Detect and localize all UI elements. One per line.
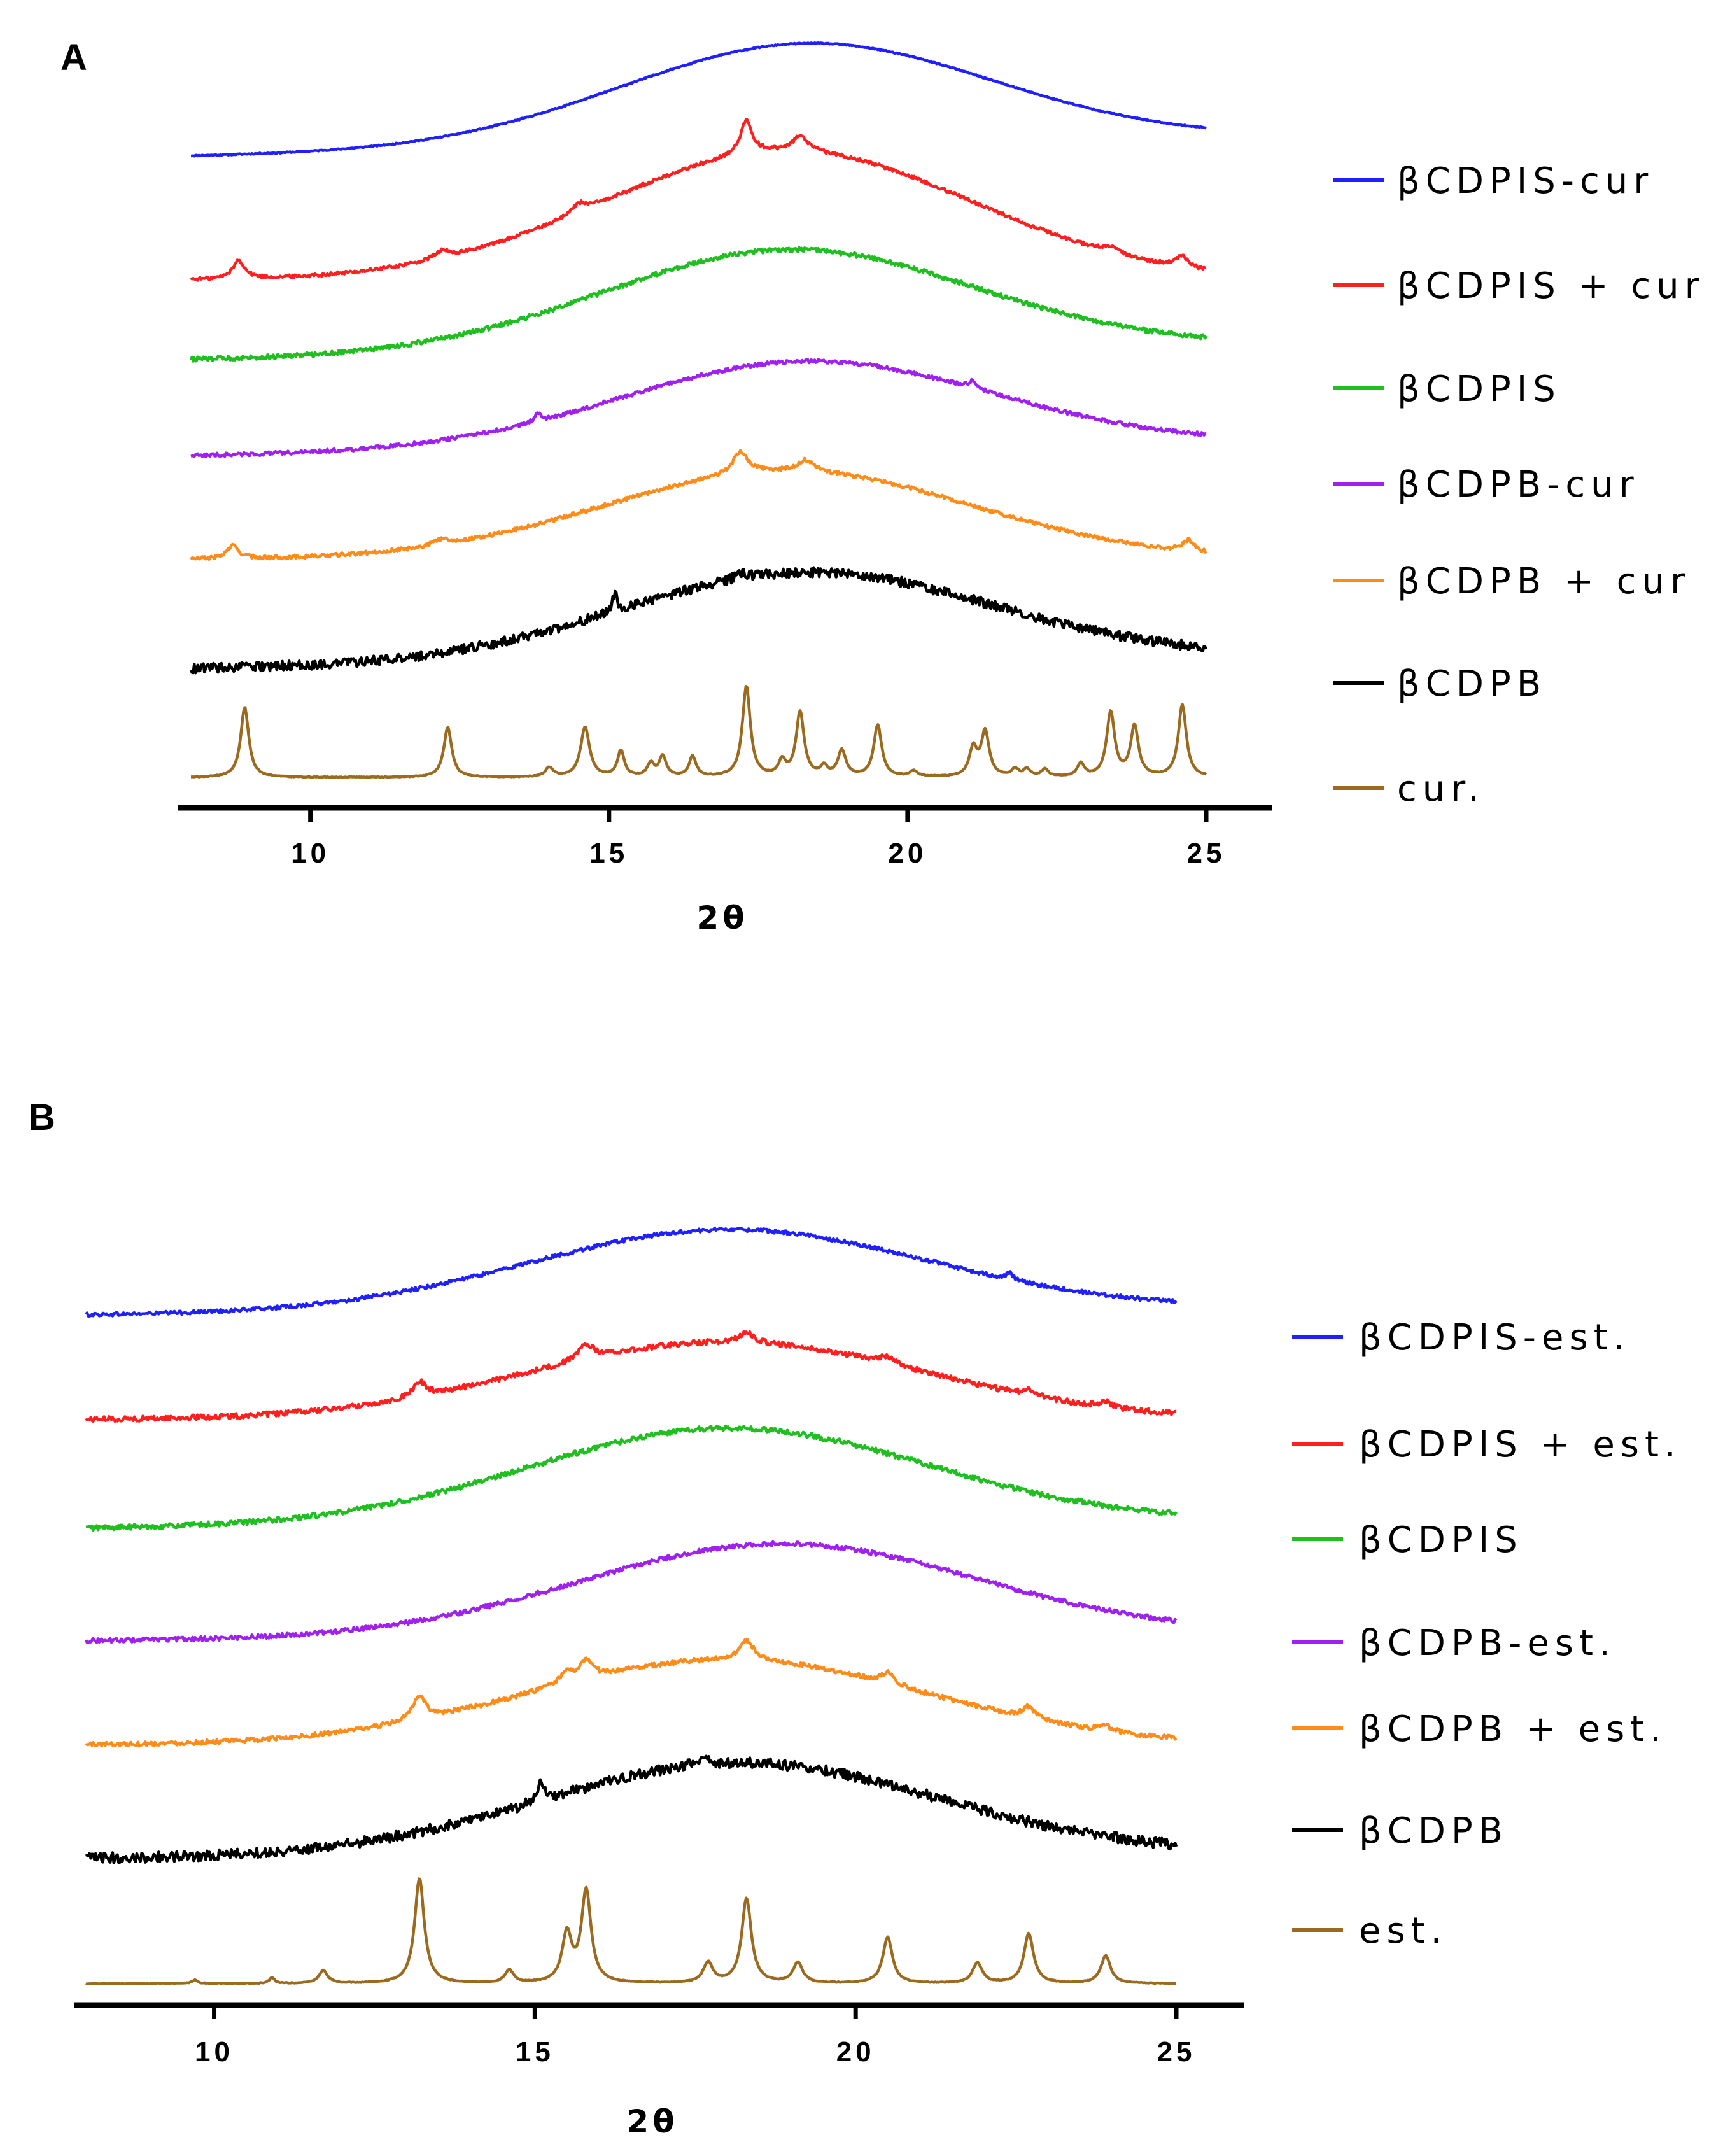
series-line-a-4: [190, 449, 1207, 561]
legend-label: βCDPIS-est.: [1359, 1317, 1630, 1358]
legend-entry: βCDPB: [1333, 663, 1547, 705]
legend-label: βCDPIS: [1359, 1519, 1523, 1561]
series-line-a-0: [190, 41, 1207, 158]
legend-entry: βCDPIS-cur: [1333, 160, 1654, 202]
series-line-b-0: [85, 1226, 1178, 1318]
legend-label: βCDPB: [1359, 1810, 1509, 1852]
x-tick-label: 15: [516, 2036, 554, 2068]
series-line-b-5: [85, 1754, 1178, 1864]
x-tick-label: 10: [291, 838, 330, 869]
legend-entry: βCDPIS + est.: [1292, 1424, 1682, 1465]
panel-b-traces: [84, 1226, 1178, 1985]
x-tick-label: 25: [1187, 838, 1226, 869]
legend-entry: βCDPB-cur: [1333, 464, 1640, 505]
series-line-b-1: [85, 1330, 1177, 1423]
series-line-b-6: [85, 1877, 1177, 1985]
legend-entry: βCDPIS + cur: [1333, 265, 1705, 307]
legend-label: est.: [1359, 1910, 1447, 1952]
legend-entry: βCDPB: [1292, 1810, 1509, 1852]
legend-label: βCDPB-est.: [1359, 1623, 1616, 1664]
legend-entry: βCDPIS-est.: [1292, 1317, 1630, 1358]
legend-label: βCDPIS + cur: [1397, 265, 1705, 307]
panel-a-legend: βCDPIS-cur βCDPIS + cur βCDPIS βCDPB-cur βCD…: [1333, 160, 1705, 810]
panel-a-x-axis-label: 2θ: [696, 899, 748, 936]
panel-b-x-axis-label: 2θ: [626, 2103, 678, 2140]
legend-entry: cur.: [1333, 768, 1485, 810]
legend-label: βCDPB: [1397, 663, 1547, 705]
panel-b-ticks: 10 15 20 25: [195, 2005, 1196, 2068]
panel-b-legend: βCDPIS-est. βCDPIS + est. βCDPIS βCDPB-est.…: [1292, 1317, 1682, 1952]
legend-label: βCDPB + est.: [1359, 1709, 1667, 1750]
legend-label: βCDPIS-cur: [1397, 160, 1654, 202]
panel-label-a: A: [60, 37, 87, 78]
x-tick-label: 15: [589, 838, 628, 869]
x-tick-label: 25: [1157, 2036, 1196, 2068]
x-tick-label: 10: [195, 2036, 234, 2068]
legend-label: βCDPIS + est.: [1359, 1424, 1682, 1465]
x-tick-label: 20: [836, 2036, 875, 2068]
series-line-a-5: [189, 566, 1207, 675]
legend-label: βCDPB-cur: [1397, 464, 1640, 505]
legend-entry: βCDPIS: [1292, 1519, 1523, 1561]
legend-entry: βCDPB-est.: [1292, 1623, 1616, 1664]
panel-label-b: B: [29, 1097, 55, 1138]
series-line-a-6: [190, 684, 1207, 779]
legend-label: βCDPIS: [1397, 369, 1561, 410]
legend-entry: βCDPB + cur: [1333, 561, 1691, 602]
series-line-a-2: [189, 246, 1207, 363]
series-line-b-2: [85, 1424, 1178, 1532]
series-line-b-4: [85, 1637, 1178, 1748]
series-line-a-1: [190, 118, 1207, 282]
series-line-b-3: [84, 1540, 1178, 1644]
x-tick-label: 20: [888, 838, 927, 869]
panel-b: B 10 15 20 25 2θ βCDPIS-est.βCDPIS + est.βC…: [29, 1097, 1682, 2140]
legend-entry: βCDPB + est.: [1292, 1709, 1667, 1750]
legend-label: cur.: [1397, 768, 1485, 810]
legend-label: βCDPB + cur: [1397, 561, 1691, 602]
panel-a-traces: [189, 41, 1207, 779]
series-line-a-3: [190, 358, 1207, 459]
panel-a-ticks: 10 15 20 25: [291, 808, 1226, 869]
legend-entry: est.: [1292, 1910, 1447, 1952]
legend-entry: βCDPIS: [1333, 369, 1561, 410]
